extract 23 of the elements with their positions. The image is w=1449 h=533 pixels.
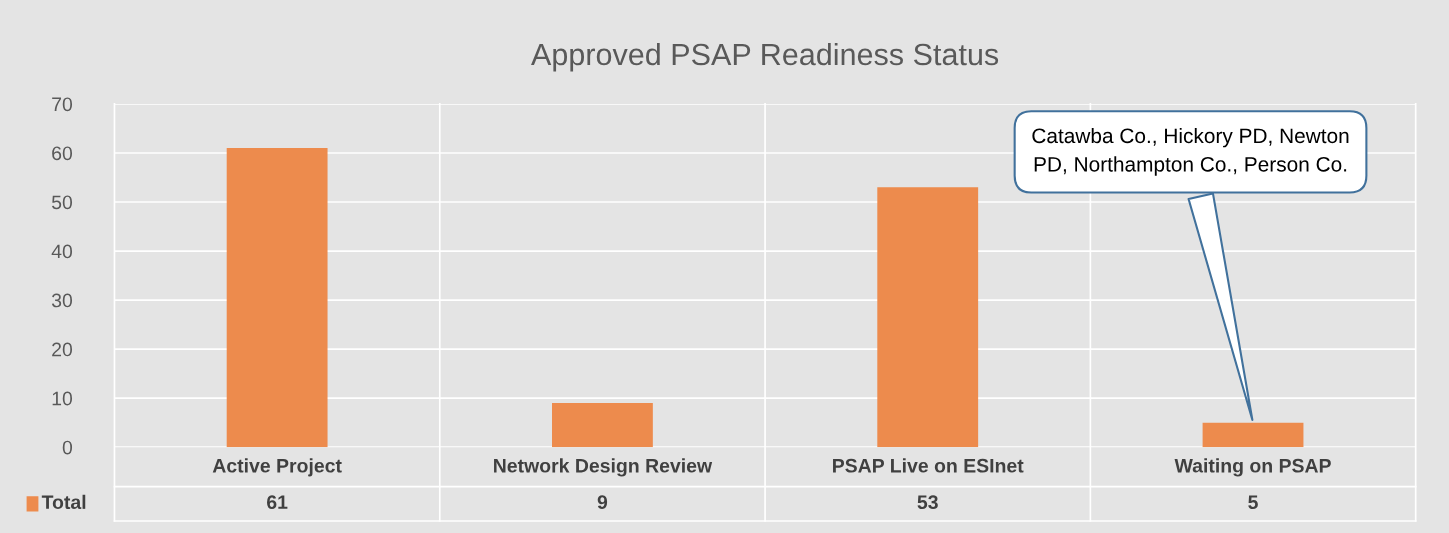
y-tick-label: 20 xyxy=(52,342,73,357)
x-tick-label: Waiting on PSAP xyxy=(1174,458,1331,477)
legend-label: Total xyxy=(41,494,86,510)
y-tick-label: 40 xyxy=(51,244,73,259)
bar xyxy=(226,148,328,448)
data-label: 61 xyxy=(267,495,288,510)
x-tick-label: Active Project xyxy=(212,458,342,477)
y-tick-label: 10 xyxy=(52,391,73,406)
x-tick-label: Network Design Review xyxy=(494,458,713,477)
data-label: 5 xyxy=(1248,495,1258,510)
data-label: 9 xyxy=(597,495,608,510)
y-tick-label: 0 xyxy=(62,440,73,455)
bar xyxy=(877,187,979,448)
y-tick-label: 70 xyxy=(52,97,73,112)
y-tick-label: 60 xyxy=(52,146,73,161)
y-tick-label: 50 xyxy=(51,195,73,210)
chart-title: Approved PSAP Readiness Status xyxy=(531,42,999,72)
annotation: Catawba Co., Hickory PD, Newton PD, Northampton Co., Person Co. xyxy=(1032,127,1349,176)
data-label: 53 xyxy=(917,495,938,510)
bar xyxy=(1202,422,1304,448)
x-tick-label: PSAP Live on ESInet xyxy=(833,458,1024,473)
y-tick-label: 30 xyxy=(51,293,73,308)
bar xyxy=(552,403,653,448)
